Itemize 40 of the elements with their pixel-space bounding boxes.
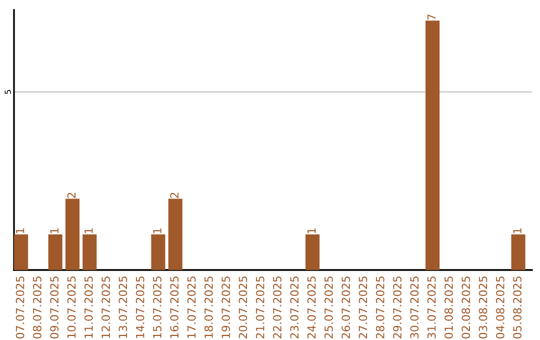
x-tick-label: 02.08.2025 [462,276,470,338]
x-tick-label: 21.07.2025 [256,276,264,338]
x-tick-label: 30.07.2025 [410,276,419,338]
x-tick-label: 09.07.2025 [50,276,59,338]
data-label: 1 [50,228,58,234]
x-tick-label: 29.07.2025 [393,276,402,338]
x-tick-label: 31.07.2025 [427,276,436,338]
x-tick-label: 15.07.2025 [153,276,162,338]
data-label: 2 [67,192,76,198]
x-tick-label: 10.07.2025 [67,276,76,338]
x-tick-label: 12.07.2025 [102,276,110,338]
x-tick-label: 03.08.2025 [478,276,488,338]
x-tick-label: 26.07.2025 [342,276,350,338]
data-label: 1 [153,228,162,234]
data-label: 7 [428,14,436,20]
x-tick-label: 08.07.2025 [32,276,42,338]
x-tick-label: 05.08.2025 [513,276,522,338]
x-tick-label: 04.08.2025 [496,276,504,338]
x-tick-label: 11.07.2025 [84,276,93,338]
x-tick-label: 18.07.2025 [204,276,213,338]
x-tick-label: 23.07.2025 [290,276,299,338]
data-label: 1 [16,228,24,234]
x-tick-label: 14.07.2025 [136,276,144,338]
x-tick-label: 16.07.2025 [170,276,179,338]
x-tick-label: 13.07.2025 [118,276,128,338]
x-tick-label: 22.07.2025 [273,276,282,338]
x-tick-label: 28.07.2025 [376,276,384,338]
y-tick-label: 5 [4,90,11,94]
x-tick-label: 25.07.2025 [324,276,333,338]
x-tick-label: 24.07.2025 [307,276,316,338]
data-label: 2 [170,192,178,198]
x-tick-label: 19.07.2025 [222,276,230,338]
x-tick-label: 20.07.2025 [238,276,248,338]
x-tick-label: 27.07.2025 [358,276,368,338]
data-label: 1 [84,228,93,234]
x-tick-label: 17.07.2025 [187,276,196,338]
x-tick-label: 07.07.2025 [16,276,24,338]
x-tick-label: 01.08.2025 [444,276,453,338]
data-label: 1 [513,228,522,234]
data-label: 1 [307,228,316,234]
